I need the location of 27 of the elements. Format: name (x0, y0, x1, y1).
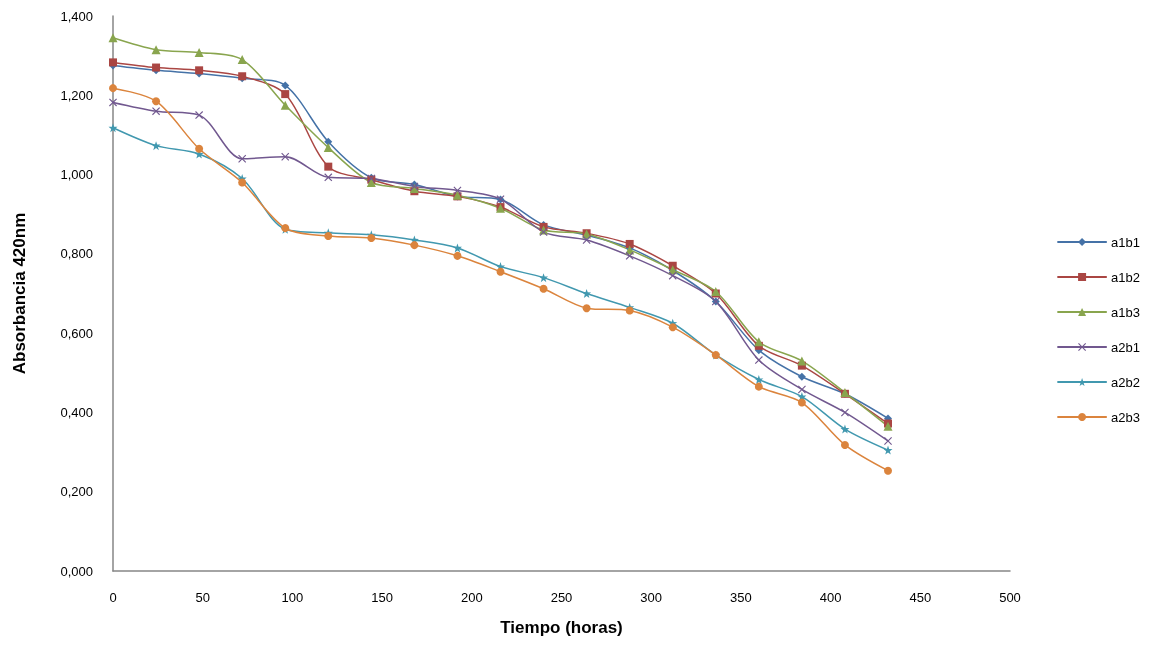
y-tick-label: 1,400 (60, 8, 93, 24)
y-tick-label: 0,600 (60, 325, 93, 341)
legend-label: a2b1 (1111, 339, 1140, 355)
legend-label: a1b3 (1111, 304, 1140, 320)
x-tick-label: 0 (109, 590, 117, 605)
legend-label: a1b2 (1111, 269, 1140, 285)
y-tick-label: 1,000 (60, 167, 93, 183)
legend-label: a1b1 (1111, 234, 1140, 250)
x-tick-label: 50 (195, 590, 210, 605)
y-tick-label: 0,400 (60, 404, 93, 420)
legend-label: a2b3 (1111, 409, 1140, 425)
y-tick-label: 1,200 (60, 87, 93, 103)
x-tick-label: 100 (281, 590, 304, 605)
x-tick-label: 150 (371, 590, 393, 605)
x-tick-label: 250 (550, 590, 573, 605)
y-tick-label: 0,800 (60, 246, 93, 262)
y-tick-label: 0,200 (60, 484, 93, 500)
x-tick-label: 450 (909, 590, 932, 605)
legend-label: a2b2 (1111, 374, 1140, 390)
x-tick-label: 500 (999, 590, 1021, 605)
x-tick-label: 350 (730, 590, 752, 605)
x-axis-title: Tiempo (horas) (500, 618, 623, 637)
x-tick-label: 400 (819, 590, 842, 605)
x-tick-label: 200 (460, 590, 483, 605)
x-tick-label: 300 (640, 590, 663, 605)
y-tick-label: 0,000 (60, 563, 93, 579)
y-axis-title: Absorbancia 420nm (10, 212, 29, 375)
